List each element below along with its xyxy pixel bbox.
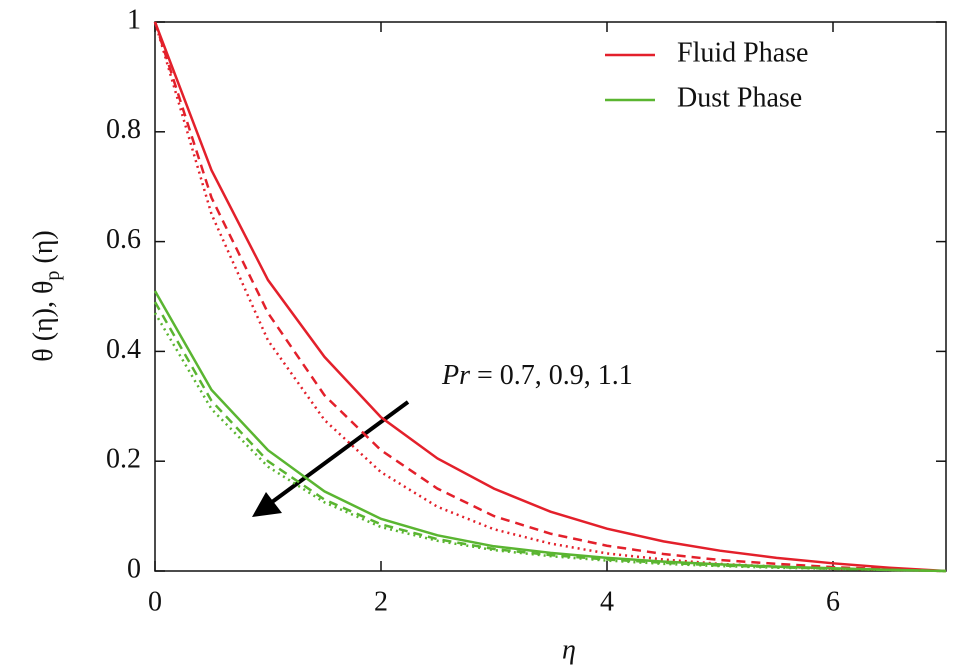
y-tick-label: 0.6	[106, 224, 141, 255]
legend-label: Dust Phase	[677, 82, 802, 113]
y-tick-label: 1	[127, 4, 141, 35]
y-axis-label: θ (η), θp (η)	[28, 230, 63, 361]
y-label-tail: (η)	[28, 230, 59, 270]
y-tick-label: 0.8	[106, 114, 141, 145]
data-line	[153, 301, 947, 573]
x-tick-label: 0	[148, 586, 162, 617]
y-tick-label: 0.4	[106, 334, 141, 365]
y-label-main: θ (η), θ	[28, 281, 59, 362]
x-tick-label: 6	[826, 586, 840, 617]
annotation: Pr = 0.7, 0.9, 1.1	[441, 360, 633, 391]
arrow-head	[252, 492, 282, 517]
annotation-text: = 0.7, 0.9, 1.1	[470, 360, 633, 391]
data-line	[153, 21, 947, 573]
x-axis-label: η	[562, 634, 576, 665]
y-label-sub: p	[42, 271, 64, 281]
x-tick-label: 4	[600, 586, 614, 617]
data-line	[153, 312, 947, 573]
x-tick-label: 2	[374, 586, 388, 617]
annotation-symbol: Pr	[441, 360, 470, 391]
data-line	[153, 21, 947, 573]
legend-label: Fluid Phase	[677, 37, 808, 68]
y-tick-label: 0.2	[106, 444, 141, 475]
y-tick-label: 0	[127, 553, 141, 584]
data-line	[153, 21, 947, 573]
plot-frame	[154, 21, 947, 572]
data-line	[153, 290, 947, 573]
